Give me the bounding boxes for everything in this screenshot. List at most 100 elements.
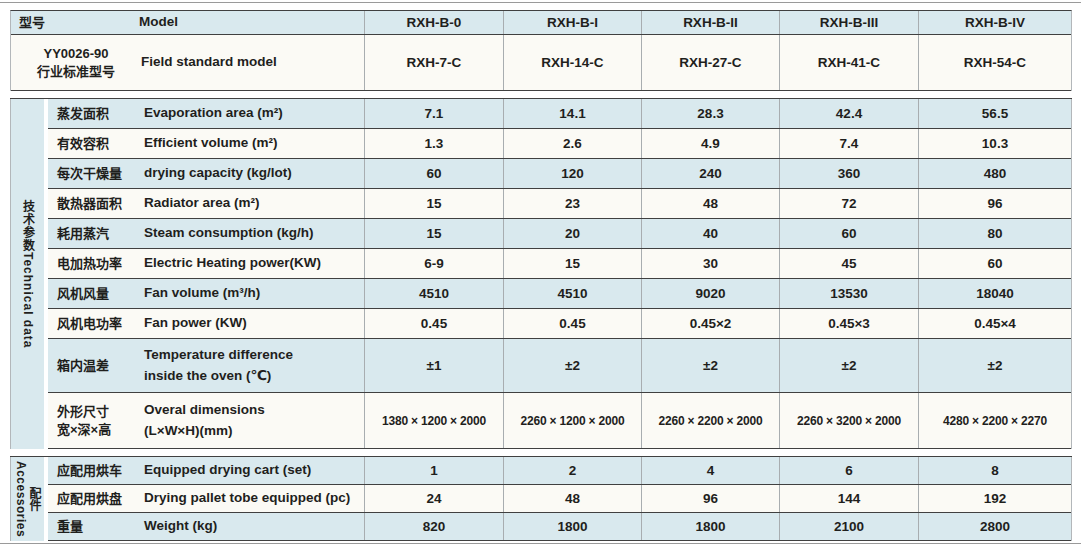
value-cell: 144 bbox=[779, 485, 918, 512]
row-label-cell: YY0026-90 行业标准型号Field standard model bbox=[11, 35, 364, 90]
value-cell: 1800 bbox=[641, 513, 779, 540]
row-label-cell: 重量Weight (kg) bbox=[48, 513, 364, 540]
value-cell: 48 bbox=[503, 485, 641, 512]
value-cell: 1.3 bbox=[364, 129, 503, 158]
row-label-cn: 箱内温差 bbox=[48, 357, 144, 375]
value-cell: ±2 bbox=[503, 339, 641, 392]
specification-table: 型号ModelRXH-B-0RXH-B-IRXH-B-IIRXH-B-IIIRX… bbox=[10, 10, 1072, 541]
table-row: 耗用蒸汽Steam consumption (kg/h)1520406080 bbox=[48, 219, 1071, 249]
value-cell: 120 bbox=[503, 159, 641, 188]
value-cell: RXH-B-0 bbox=[364, 11, 503, 34]
group-label-cell: Accessories配件 bbox=[10, 457, 44, 541]
row-label-cn: 耗用蒸汽 bbox=[48, 225, 144, 243]
value-cell: RXH-B-II bbox=[641, 11, 779, 34]
row-label-cell: 风机电功率Fan power (KW) bbox=[48, 309, 364, 338]
row-label-cell: 应配用烘盘Drying pallet tobe equipped (pc) bbox=[48, 485, 364, 512]
row-label-en: Equipped drying cart (set) bbox=[144, 460, 364, 480]
value-cell: 0.45×2 bbox=[641, 309, 779, 338]
table-row: 型号ModelRXH-B-0RXH-B-IRXH-B-IIRXH-B-IIIRX… bbox=[11, 11, 1071, 35]
value-cell: 18040 bbox=[918, 279, 1071, 308]
value-cell: 2100 bbox=[779, 513, 918, 540]
row-label-cell: 每次干燥量drying capacity (kg/lot) bbox=[48, 159, 364, 188]
row-label-cell: 应配用烘车Equipped drying cart (set) bbox=[48, 457, 364, 484]
row-label-cn: 每次干燥量 bbox=[48, 165, 144, 183]
value-cell: 56.5 bbox=[918, 99, 1071, 128]
value-cell: ±1 bbox=[364, 339, 503, 392]
table-row: 散热器面积Radiator area (m²)1523487296 bbox=[48, 189, 1071, 219]
value-cell: RXH-54-C bbox=[918, 35, 1071, 90]
value-cell: 15 bbox=[364, 189, 503, 218]
row-label-cell: 外形尺寸 宽×深×高Overal dimensions (L×W×H)(mm) bbox=[48, 393, 364, 448]
row-label-en: Efficient volume (m²) bbox=[144, 133, 364, 153]
value-cell: 1800 bbox=[503, 513, 641, 540]
row-label-cn: 型号 bbox=[11, 14, 139, 32]
row-label-en: Temperature difference inside the oven (… bbox=[144, 345, 364, 386]
row-label-cn: 重量 bbox=[48, 518, 144, 536]
group-label-pair: Accessories配件 bbox=[15, 461, 40, 537]
value-cell: 2 bbox=[503, 457, 641, 484]
row-label-cell: 耗用蒸汽Steam consumption (kg/h) bbox=[48, 219, 364, 248]
value-cell: 0.45×3 bbox=[779, 309, 918, 338]
value-cell: RXH-27-C bbox=[641, 35, 779, 90]
group-section: 技术参数Technical data 蒸发面积Evaporation area (… bbox=[10, 98, 1072, 449]
value-cell: 80 bbox=[918, 219, 1071, 248]
row-label-cn: 应配用烘车 bbox=[48, 462, 144, 480]
row-label-en: Field standard model bbox=[141, 52, 364, 72]
table-row: 风机电功率Fan power (KW)0.450.450.45×20.45×30… bbox=[48, 309, 1071, 339]
value-cell: 10.3 bbox=[918, 129, 1071, 158]
row-label-cn: 风机风量 bbox=[48, 285, 144, 303]
table-row: 风机风量Fan volume (m³/h)4510451090201353018… bbox=[48, 279, 1071, 309]
row-label-en: Fan power (KW) bbox=[144, 313, 364, 333]
value-cell: 4280 × 2200 × 2270 bbox=[918, 393, 1071, 448]
group-label-cn: 配件 bbox=[28, 487, 40, 512]
row-label-cell: 散热器面积Radiator area (m²) bbox=[48, 189, 364, 218]
row-label-en: Electric Heating power(KW) bbox=[144, 253, 364, 273]
row-label-cn: YY0026-90 行业标准型号 bbox=[11, 45, 141, 80]
row-label-cell: 型号Model bbox=[11, 11, 364, 34]
value-cell: 0.45×4 bbox=[918, 309, 1071, 338]
value-cell: 8 bbox=[918, 457, 1071, 484]
value-cell: 192 bbox=[918, 485, 1071, 512]
row-label-en: Fan volume (m³/h) bbox=[144, 283, 364, 303]
value-cell: 28.3 bbox=[641, 99, 779, 128]
group-label: 技术参数Technical data bbox=[22, 200, 34, 348]
value-cell: 15 bbox=[364, 219, 503, 248]
model-header-section: 型号ModelRXH-B-0RXH-B-IRXH-B-IIRXH-B-IIIRX… bbox=[10, 10, 1072, 91]
row-label-en: Steam consumption (kg/h) bbox=[144, 223, 364, 243]
value-cell: 0.45 bbox=[503, 309, 641, 338]
group-label-en: Accessories bbox=[15, 461, 27, 537]
value-cell: 9020 bbox=[641, 279, 779, 308]
row-label-cn: 应配用烘盘 bbox=[48, 490, 144, 508]
value-cell: 96 bbox=[641, 485, 779, 512]
value-cell: RXH-B-IV bbox=[918, 11, 1071, 34]
value-cell: 60 bbox=[779, 219, 918, 248]
value-cell: RXH-B-III bbox=[779, 11, 918, 34]
row-label-en: Evaporation area (m²) bbox=[144, 103, 364, 123]
table-row: 电加热功率Electric Heating power(KW)6-9153045… bbox=[48, 249, 1071, 279]
value-cell: RXH-7-C bbox=[364, 35, 503, 90]
value-cell: 4510 bbox=[364, 279, 503, 308]
value-cell: 20 bbox=[503, 219, 641, 248]
value-cell: 7.1 bbox=[364, 99, 503, 128]
row-label-cn: 有效容积 bbox=[48, 135, 144, 153]
row-label-cn: 电加热功率 bbox=[48, 255, 144, 273]
value-cell: 14.1 bbox=[503, 99, 641, 128]
row-label-cn: 蒸发面积 bbox=[48, 105, 144, 123]
value-cell: 60 bbox=[918, 249, 1071, 278]
value-cell: 7.4 bbox=[779, 129, 918, 158]
value-cell: 0.45 bbox=[364, 309, 503, 338]
value-cell: 1 bbox=[364, 457, 503, 484]
table-row: 箱内温差Temperature difference inside the ov… bbox=[48, 339, 1071, 393]
row-label-en: Radiator area (m²) bbox=[144, 193, 364, 213]
row-label-cell: 电加热功率Electric Heating power(KW) bbox=[48, 249, 364, 278]
row-label-cn: 外形尺寸 宽×深×高 bbox=[48, 403, 144, 438]
page-top-rule bbox=[0, 2, 1081, 3]
row-label-en: drying capacity (kg/lot) bbox=[144, 163, 364, 183]
value-cell: 15 bbox=[503, 249, 641, 278]
value-cell: 480 bbox=[918, 159, 1071, 188]
row-label-cell: 有效容积Efficient volume (m²) bbox=[48, 129, 364, 158]
value-cell: 2260 × 1200 × 2000 bbox=[503, 393, 641, 448]
value-cell: 4 bbox=[641, 457, 779, 484]
table-row: 应配用烘车Equipped drying cart (set)12468 bbox=[48, 457, 1071, 485]
value-cell: 6-9 bbox=[364, 249, 503, 278]
